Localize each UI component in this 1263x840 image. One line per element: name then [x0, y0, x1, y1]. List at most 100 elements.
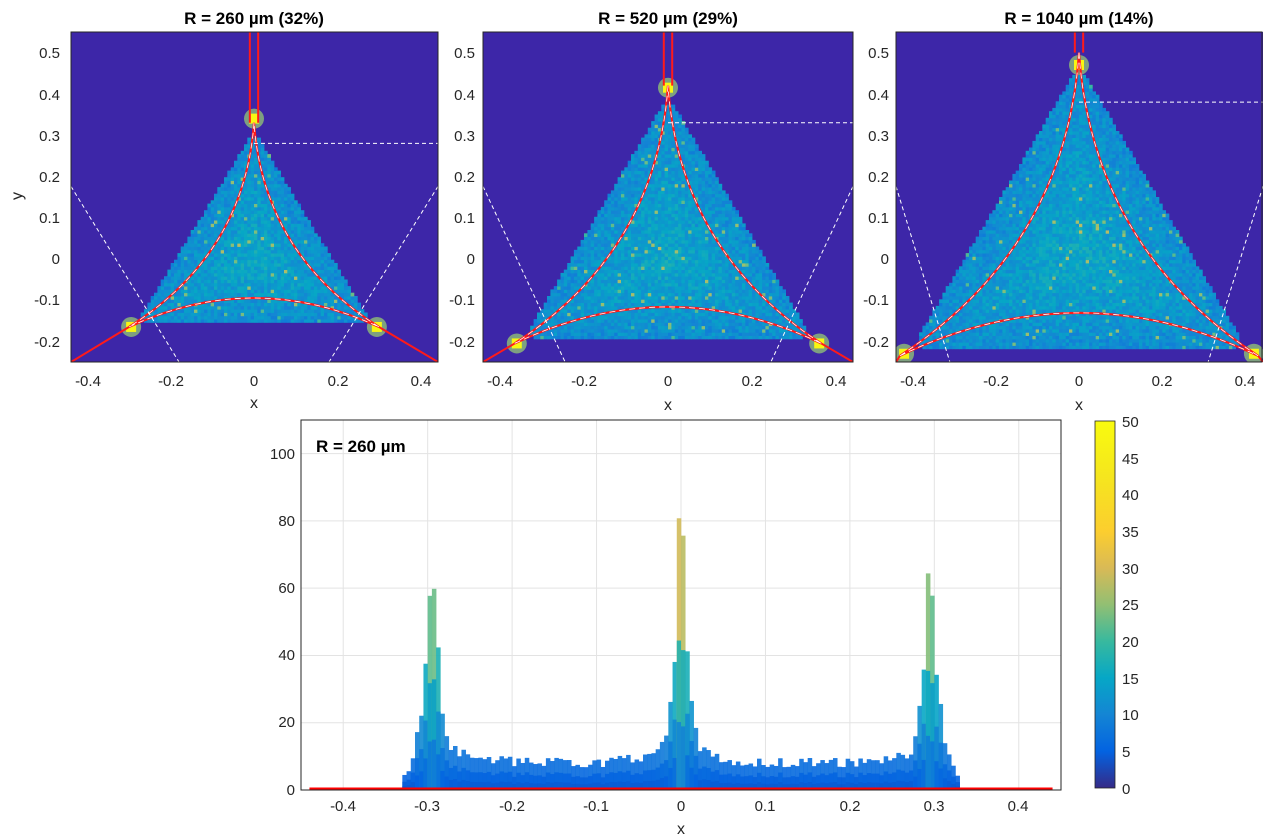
heatmap-cell: [637, 230, 642, 234]
heatmap-cell: [563, 292, 568, 297]
heatmap-cell: [657, 325, 662, 330]
heatmap-cell: [190, 309, 195, 313]
heatmap-cell: [668, 319, 672, 323]
heatmap-cell: [614, 190, 618, 195]
heatmap-cell: [755, 335, 760, 340]
heatmap-cell: [220, 187, 225, 191]
heatmap-cell: [174, 312, 178, 317]
heatmap-cell: [274, 305, 278, 310]
heatmap-cell: [284, 282, 288, 287]
heatmap-cell: [671, 256, 676, 261]
heatmap-cell: [671, 296, 676, 300]
heatmap-cell: [671, 206, 676, 211]
heatmap-cell: [234, 223, 238, 228]
heatmap-cell: [277, 173, 281, 178]
heatmap-cell: [184, 296, 188, 300]
heatmap-cell: [267, 282, 271, 287]
heatmap-cell: [711, 246, 716, 251]
heatmap-cell: [654, 203, 659, 208]
heatmap-cell: [745, 256, 750, 261]
heatmap-cell: [755, 305, 760, 310]
heatmap-cell: [684, 282, 689, 287]
heatmap-cell: [240, 170, 245, 175]
heatmap-cell: [610, 282, 615, 287]
heatmap-cell: [641, 292, 645, 297]
heatmap-cell: [684, 315, 689, 320]
heatmap-cell: [347, 305, 351, 310]
heatmap-cell: [647, 269, 652, 274]
heatmap-cell: [725, 325, 729, 330]
heatmap-cell: [180, 266, 185, 270]
heatmap-cell: [721, 263, 726, 267]
heatmap-cell: [267, 233, 271, 237]
heatmap-cell: [180, 272, 185, 277]
heatmap-cell: [691, 164, 696, 168]
heatmap-cell: [270, 305, 275, 310]
heatmap-cell: [217, 282, 221, 287]
heatmap-cell: [357, 319, 361, 323]
heatmap-cell: [634, 276, 639, 280]
heatmap-cell: [234, 299, 238, 303]
heatmap-cell: [654, 322, 659, 327]
heatmap-cell: [570, 286, 575, 290]
heatmap-cell: [577, 335, 582, 340]
heatmap-cell: [297, 279, 301, 284]
heatmap-cell: [290, 193, 295, 198]
heatmap-cell: [304, 223, 308, 228]
heatmap-cell: [755, 296, 760, 300]
heatmap-cell: [553, 289, 558, 294]
heatmap-cell: [637, 322, 642, 327]
heatmap-cell: [294, 249, 298, 254]
heatmap-cell: [654, 230, 659, 234]
heatmap-cell: [731, 309, 736, 313]
heatmap-cell: [557, 325, 561, 330]
heatmap-cell: [324, 296, 328, 300]
heatmap-cell: [651, 299, 655, 303]
heatmap-cell: [607, 210, 612, 214]
heatmap-cell: [563, 325, 568, 330]
heatmap-cell: [705, 216, 709, 221]
heatmap-cell: [698, 296, 702, 300]
heatmap-cell: [644, 309, 649, 313]
heatmap-cell: [688, 302, 692, 307]
heatmap-cell: [678, 243, 682, 247]
heatmap-cell: [550, 329, 555, 333]
heatmap-cell: [698, 249, 702, 254]
heatmap-cell: [177, 289, 182, 294]
heatmap-cell: [768, 299, 773, 303]
heatmap-cell: [587, 239, 592, 244]
heatmap-cell: [310, 239, 315, 244]
heatmap-cell: [671, 173, 676, 178]
heatmap-cell: [587, 312, 592, 317]
heatmap-cell: [177, 279, 182, 284]
heatmap-cell: [567, 332, 571, 336]
heatmap-cell: [187, 279, 192, 284]
heatmap-cell: [684, 332, 689, 336]
heatmap-cell: [573, 322, 578, 327]
heatmap-cell: [197, 286, 202, 290]
heatmap-cell: [688, 167, 692, 171]
heatmap-cell: [637, 216, 642, 221]
heatmap-cell: [220, 282, 225, 287]
heatmap-cell: [624, 272, 629, 277]
heatmap-cell: [691, 272, 696, 277]
heatmap-cell: [284, 315, 288, 320]
heatmap-cell: [674, 286, 679, 290]
heatmap-cell: [167, 299, 172, 303]
heatmap-cell: [634, 220, 639, 224]
heatmap-cell: [220, 216, 225, 221]
heatmap-cell: [170, 302, 175, 307]
heatmap-cell: [254, 183, 258, 188]
heatmap-cell: [567, 335, 571, 340]
heatmap-cell: [590, 302, 595, 307]
heatmap-cell: [214, 253, 218, 257]
heatmap-cell: [220, 302, 225, 307]
heatmap-cell: [594, 286, 598, 290]
heatmap-cell: [337, 305, 341, 310]
heatmap-cell: [688, 292, 692, 297]
heatmap-cell: [210, 292, 215, 297]
heatmap-cell: [637, 302, 642, 307]
heatmap-cell: [684, 253, 689, 257]
heatmap-cell: [678, 177, 682, 181]
heatmap-cell: [267, 256, 271, 261]
